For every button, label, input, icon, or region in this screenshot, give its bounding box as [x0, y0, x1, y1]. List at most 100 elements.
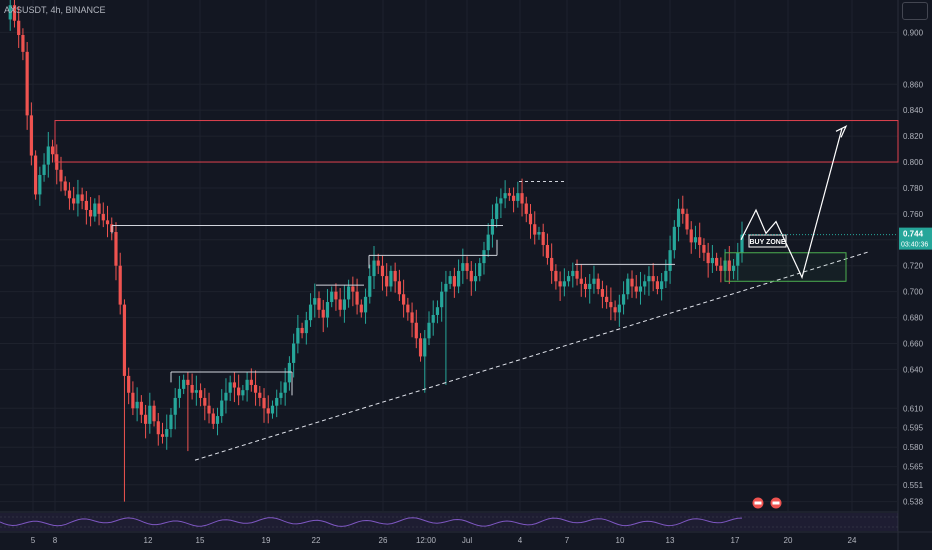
- candle-body: [486, 234, 490, 251]
- candle-body: [105, 220, 110, 225]
- candle-body: [50, 146, 55, 155]
- candle-body: [727, 260, 731, 271]
- time-tick-label: 5: [31, 536, 36, 545]
- candle-body: [270, 405, 275, 414]
- candle-body: [736, 252, 740, 266]
- candle-body: [672, 226, 676, 251]
- candle-body: [431, 314, 435, 323]
- candle-body: [478, 263, 482, 277]
- candle-body: [566, 276, 571, 282]
- candle-body: [118, 265, 122, 305]
- candle-body: [740, 234, 744, 253]
- candle-body: [135, 401, 139, 409]
- candle-body: [461, 263, 465, 271]
- candle-body: [300, 327, 304, 334]
- support-trendline: [194, 250, 871, 461]
- candle-body: [12, 5, 17, 21]
- candle-body: [59, 169, 63, 182]
- candle-body: [292, 343, 296, 363]
- candle-body: [406, 304, 410, 313]
- candle-body: [186, 379, 190, 385]
- candle-body: [156, 421, 160, 435]
- candle-body: [681, 208, 685, 214]
- candle-body: [503, 193, 507, 199]
- time-tick-label: 10: [616, 536, 625, 545]
- symbol-title: AXSUSDT, 4h, BINANCE: [4, 5, 106, 15]
- candle-body: [389, 270, 393, 287]
- projected-path: [740, 128, 843, 280]
- candle-body: [283, 382, 287, 393]
- time-tick-label: 20: [784, 536, 793, 545]
- candle-body: [605, 296, 609, 303]
- candle-body: [42, 164, 46, 175]
- candle-body: [647, 276, 651, 282]
- candle-body: [520, 193, 524, 204]
- candle-body: [376, 260, 380, 266]
- candle-body: [668, 250, 672, 271]
- candle-body: [621, 294, 626, 305]
- candle-body: [495, 203, 499, 220]
- price-tick-label: 0.820: [903, 132, 924, 141]
- price-tick-label: 0.680: [903, 314, 924, 323]
- candle-body: [554, 270, 558, 282]
- candle-body: [380, 265, 385, 277]
- candle-body: [258, 392, 262, 398]
- candle-body: [169, 414, 173, 430]
- candle-body: [93, 203, 97, 217]
- candle-body: [207, 405, 211, 414]
- candle-body: [630, 278, 634, 287]
- candle-body: [524, 203, 528, 214]
- candle-body: [80, 194, 84, 201]
- candle-body: [664, 270, 668, 282]
- candle-body: [67, 190, 72, 199]
- buy-zone-label: BUY ZONE: [749, 239, 785, 246]
- candle-body: [655, 281, 660, 290]
- candle-body: [275, 397, 279, 406]
- chart-settings-button[interactable]: [902, 2, 928, 20]
- candle-body: [25, 51, 29, 116]
- candle-body: [304, 320, 308, 334]
- candle-body: [245, 379, 249, 391]
- candle-body: [516, 193, 520, 201]
- buy-zone-label-box: [748, 234, 787, 248]
- candle-body: [152, 405, 156, 422]
- time-tick-label: 12: [144, 536, 153, 545]
- candle-body: [583, 283, 588, 290]
- candle-body: [410, 312, 414, 323]
- candle-body: [444, 283, 448, 292]
- time-tick-label: 17: [731, 536, 740, 545]
- candle-body: [38, 174, 42, 195]
- candle-body: [351, 286, 355, 292]
- candle-body: [211, 413, 215, 424]
- candle-body: [533, 224, 537, 235]
- candle-body: [689, 229, 693, 243]
- candle-body: [638, 286, 643, 292]
- candle-body: [579, 278, 583, 284]
- candle-body: [249, 379, 253, 385]
- candle-body: [114, 232, 118, 266]
- candle-body: [334, 291, 338, 300]
- candle-body: [609, 302, 613, 308]
- projected-path-arrowhead: [835, 125, 848, 138]
- candle-body: [220, 400, 224, 417]
- candle-body: [710, 257, 714, 264]
- candle-body: [287, 362, 292, 383]
- candle-body: [626, 278, 630, 295]
- candle-body: [338, 299, 342, 310]
- oscillator-line: [0, 517, 743, 527]
- candle-body: [88, 209, 93, 217]
- candle-body: [397, 281, 401, 295]
- candle-body: [241, 390, 245, 396]
- candle-body: [448, 276, 452, 284]
- price-tick-label: 0.780: [903, 184, 924, 193]
- candle-body: [414, 322, 418, 339]
- price-tick-label: 0.565: [903, 463, 924, 472]
- candle-body: [228, 382, 232, 393]
- candle-body: [693, 237, 698, 243]
- candle-body: [660, 281, 664, 290]
- candle-body: [325, 302, 330, 318]
- last-price-value: 0.744: [903, 230, 924, 239]
- event-flag-icon-stripe: [772, 501, 780, 505]
